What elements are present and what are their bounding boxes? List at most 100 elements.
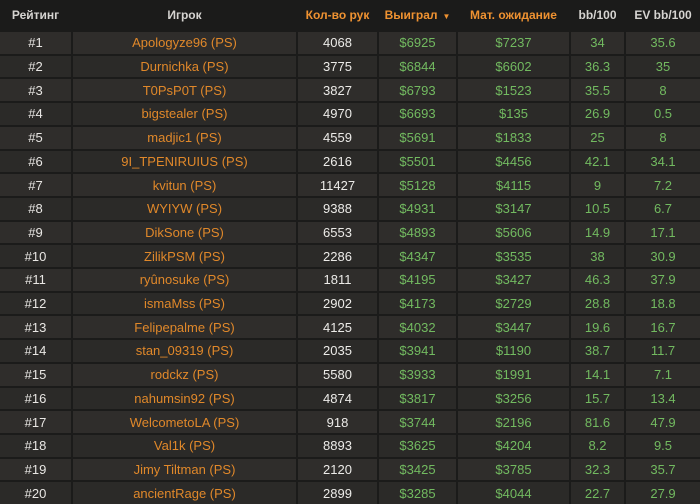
ev-bb100-cell: 13.4: [626, 387, 700, 410]
hands-cell: 11427: [298, 174, 377, 196]
column-header-ev-money[interactable]: Мат. ожидание: [458, 0, 569, 30]
hands-cell: 4970: [298, 103, 377, 125]
player-name-link[interactable]: ismaMss (PS): [73, 292, 296, 315]
column-header-won-label: Выиграл: [384, 8, 438, 22]
ev-bb100-cell: 11.7: [626, 340, 700, 362]
hands-cell: 4125: [298, 316, 377, 339]
ev-money-cell: $3256: [458, 387, 569, 410]
rank-cell: #2: [0, 55, 71, 78]
rank-cell: #15: [0, 363, 71, 386]
ev-money-cell: $3785: [458, 458, 569, 481]
player-name-link[interactable]: stan_09319 (PS): [73, 340, 296, 362]
column-header-won[interactable]: Выиграл ▼: [379, 0, 456, 30]
player-name-link[interactable]: rodckz (PS): [73, 363, 296, 386]
player-name-link[interactable]: WYIYW (PS): [73, 197, 296, 220]
ev-money-cell: $4204: [458, 434, 569, 457]
rank-cell: #14: [0, 340, 71, 362]
bb100-cell: 9: [571, 174, 624, 196]
player-name-link[interactable]: madjic1 (PS): [73, 126, 296, 149]
ev-bb100-cell: 7.1: [626, 363, 700, 386]
ev-money-cell: $4456: [458, 150, 569, 173]
won-cell: $4173: [379, 292, 456, 315]
rank-cell: #3: [0, 79, 71, 102]
rank-cell: #7: [0, 174, 71, 196]
player-name-link[interactable]: Durnichka (PS): [73, 55, 296, 78]
player-name-link[interactable]: nahumsin92 (PS): [73, 387, 296, 410]
rank-cell: #8: [0, 197, 71, 220]
bb100-cell: 14.9: [571, 221, 624, 244]
rank-cell: #1: [0, 32, 71, 54]
column-header-player[interactable]: Игрок: [73, 0, 296, 30]
rank-cell: #12: [0, 292, 71, 315]
player-name-link[interactable]: 9I_TPENIRUIUS (PS): [73, 150, 296, 173]
ev-money-cell: $2729: [458, 292, 569, 315]
player-name-link[interactable]: DikSone (PS): [73, 221, 296, 244]
won-cell: $4893: [379, 221, 456, 244]
won-cell: $5691: [379, 126, 456, 149]
ev-bb100-cell: 7.2: [626, 174, 700, 196]
player-name-link[interactable]: WelcometoLA (PS): [73, 411, 296, 433]
ev-bb100-cell: 6.7: [626, 197, 700, 220]
bb100-cell: 22.7: [571, 482, 624, 504]
ev-money-cell: $5606: [458, 221, 569, 244]
hands-cell: 3827: [298, 79, 377, 102]
rank-cell: #10: [0, 245, 71, 267]
player-name-link[interactable]: ancientRage (PS): [73, 482, 296, 504]
bb100-cell: 25: [571, 126, 624, 149]
ev-money-cell: $3147: [458, 197, 569, 220]
bb100-cell: 14.1: [571, 363, 624, 386]
ev-money-cell: $135: [458, 103, 569, 125]
sort-desc-icon: ▼: [442, 11, 451, 21]
column-header-rank[interactable]: Рейтинг: [0, 0, 71, 30]
won-cell: $3933: [379, 363, 456, 386]
hands-cell: 2902: [298, 292, 377, 315]
player-name-link[interactable]: Felipepalme (PS): [73, 316, 296, 339]
bb100-cell: 15.7: [571, 387, 624, 410]
bb100-cell: 8.2: [571, 434, 624, 457]
ev-money-cell: $3427: [458, 269, 569, 291]
player-name-link[interactable]: Jimy Tiltman (PS): [73, 458, 296, 481]
player-name-link[interactable]: ZilikPSM (PS): [73, 245, 296, 267]
player-name-link[interactable]: T0PsP0T (PS): [73, 79, 296, 102]
ev-money-cell: $7237: [458, 32, 569, 54]
won-cell: $3817: [379, 387, 456, 410]
column-header-bb100[interactable]: bb/100: [571, 0, 624, 30]
ev-bb100-cell: 30.9: [626, 245, 700, 267]
won-cell: $3941: [379, 340, 456, 362]
won-cell: $4195: [379, 269, 456, 291]
bb100-cell: 34: [571, 32, 624, 54]
won-cell: $4347: [379, 245, 456, 267]
ev-money-cell: $4115: [458, 174, 569, 196]
ev-money-cell: $1833: [458, 126, 569, 149]
bb100-cell: 35.5: [571, 79, 624, 102]
hands-cell: 6553: [298, 221, 377, 244]
won-cell: $6925: [379, 32, 456, 54]
column-header-hands[interactable]: Кол-во рук: [298, 0, 377, 30]
won-cell: $5128: [379, 174, 456, 196]
bb100-cell: 10.5: [571, 197, 624, 220]
rank-cell: #6: [0, 150, 71, 173]
hands-cell: 3775: [298, 55, 377, 78]
player-name-link[interactable]: Val1k (PS): [73, 434, 296, 457]
player-name-link[interactable]: kvitun (PS): [73, 174, 296, 196]
hands-cell: 2286: [298, 245, 377, 267]
won-cell: $5501: [379, 150, 456, 173]
player-name-link[interactable]: ryûnosuke (PS): [73, 269, 296, 291]
rank-cell: #4: [0, 103, 71, 125]
rank-cell: #5: [0, 126, 71, 149]
hands-cell: 9388: [298, 197, 377, 220]
player-name-link[interactable]: Apologyze96 (PS): [73, 32, 296, 54]
bb100-cell: 38.7: [571, 340, 624, 362]
rank-cell: #9: [0, 221, 71, 244]
player-name-link[interactable]: bigstealer (PS): [73, 103, 296, 125]
ev-money-cell: $6602: [458, 55, 569, 78]
ev-bb100-cell: 27.9: [626, 482, 700, 504]
ev-bb100-cell: 8: [626, 79, 700, 102]
ev-money-cell: $3447: [458, 316, 569, 339]
ev-bb100-cell: 16.7: [626, 316, 700, 339]
column-header-ev-bb100[interactable]: EV bb/100: [626, 0, 700, 30]
ev-bb100-cell: 8: [626, 126, 700, 149]
ev-money-cell: $1523: [458, 79, 569, 102]
bb100-cell: 26.9: [571, 103, 624, 125]
